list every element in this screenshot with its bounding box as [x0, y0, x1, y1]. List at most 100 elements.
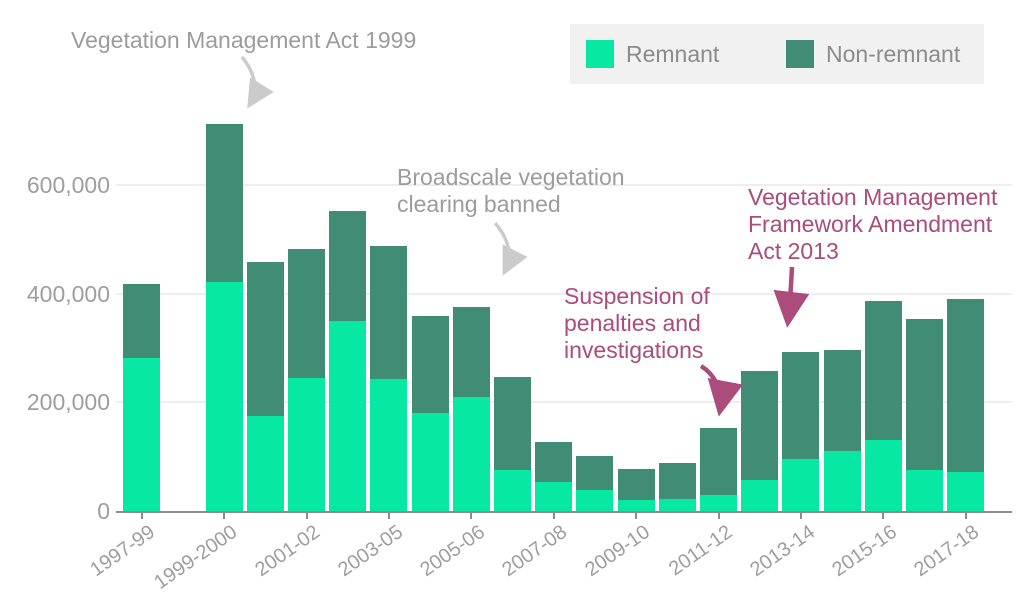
bar-segment-non-remnant [741, 371, 779, 481]
x-tick-label-2007-08: 2007-08 [498, 521, 572, 582]
x-tick-2013-14 [799, 513, 802, 519]
bar-2009-10 [617, 468, 655, 511]
bar-segment-remnant [906, 470, 943, 511]
bar-2002-03 [329, 211, 367, 511]
x-tick-1999-2000 [223, 513, 226, 519]
bar-segment-remnant [535, 481, 573, 511]
x-tick-label-2009-10: 2009-10 [580, 521, 654, 582]
x-tick-label-2001-02: 2001-02 [251, 521, 325, 582]
x-tick-label-2017-18: 2017-18 [910, 521, 984, 582]
bar-2001-02 [288, 248, 325, 511]
bar-segment-remnant [288, 378, 325, 511]
remnant-swatch-icon [586, 40, 614, 68]
bar-segment-non-remnant [782, 351, 820, 459]
bar-segment-remnant [246, 415, 284, 511]
bar-2015-16 [864, 300, 902, 511]
bar-segment-remnant [411, 413, 449, 511]
bar-2012-13 [741, 371, 779, 511]
bar-2011-12 [700, 428, 737, 511]
legend-item-non-remnant: Non-remnant [786, 24, 960, 84]
bar-segment-remnant [617, 499, 655, 511]
arrow-broadscale-icon [493, 221, 528, 276]
non-remnant-swatch-icon [786, 40, 814, 68]
x-tick-label-2013-14: 2013-14 [745, 521, 819, 582]
bar-2005-06 [452, 306, 490, 511]
arrow-vma1999-icon [240, 55, 274, 109]
bar-segment-non-remnant [329, 211, 367, 322]
annotation-vegetation-management-act-1999: Vegetation Management Act 1999 [71, 27, 417, 53]
bar-2007-08 [535, 441, 573, 511]
bar-segment-non-remnant [246, 261, 284, 416]
bar-segment-remnant [452, 396, 490, 511]
x-tick-2015-16 [882, 513, 885, 519]
bar-segment-remnant [658, 499, 696, 511]
x-tick-label-2003-05: 2003-05 [333, 521, 407, 582]
x-tick-label-2011-12: 2011-12 [664, 521, 737, 581]
x-tick-label-1997-99: 1997-99 [86, 521, 160, 582]
bar-segment-non-remnant [864, 300, 902, 441]
bar-1999-2000 [205, 123, 243, 511]
x-tick-label-2015-16: 2015-16 [828, 521, 901, 582]
annotation-suspension-of-penalties: Suspension of penalties and investigatio… [564, 283, 710, 363]
bar-1997-99 [123, 283, 161, 511]
bar-2013-14 [782, 351, 820, 511]
bar-2003-05 [370, 245, 408, 511]
bar-segment-remnant [329, 321, 367, 511]
bar-segment-remnant [576, 490, 614, 511]
bar-segment-non-remnant [658, 463, 696, 500]
x-tick-2001-02 [305, 513, 308, 519]
y-tick-label-200000: 200,000 [26, 389, 110, 416]
x-tick-1997-99 [140, 513, 143, 519]
bar-segment-remnant [700, 494, 737, 511]
bar-segment-remnant [370, 378, 408, 511]
bar-2017-18 [947, 299, 985, 511]
bar-segment-non-remnant [370, 245, 408, 379]
x-tick-2017-18 [964, 513, 967, 519]
bar-2008-09 [576, 455, 614, 511]
gridline-200000 [116, 401, 1012, 404]
bar-segment-non-remnant [823, 350, 861, 452]
bar-segment-non-remnant [205, 123, 243, 283]
x-axis-line [116, 511, 1012, 513]
legend-item-remnant: Remnant [586, 24, 719, 84]
legend-label-remnant: Remnant [626, 40, 720, 67]
bar-2006-07 [494, 377, 531, 511]
bar-segment-remnant [741, 480, 779, 511]
bar-segment-remnant [494, 469, 531, 511]
bar-segment-remnant [782, 458, 820, 511]
annotation-vm-framework-amendment-act-2013: Vegetation Management Framework Amendmen… [748, 184, 998, 264]
bar-2000-01 [246, 261, 284, 511]
x-tick-2003-05 [387, 513, 390, 519]
x-tick-2009-10 [635, 513, 638, 519]
bar-2016-17 [906, 318, 943, 511]
bar-segment-remnant [864, 440, 902, 511]
bar-segment-remnant [823, 451, 861, 511]
bar-2010-11 [658, 463, 696, 511]
annotation-broadscale-clearing-banned: Broadscale vegetation clearing banned [397, 164, 625, 217]
x-tick-2011-12 [717, 513, 720, 519]
y-tick-label-600000: 600,000 [26, 172, 110, 198]
bar-segment-remnant [205, 282, 243, 511]
y-tick-label-0: 0 [97, 498, 110, 524]
bar-segment-non-remnant [617, 468, 655, 500]
bar-segment-remnant [123, 357, 161, 511]
bar-segment-non-remnant [576, 455, 614, 491]
bar-segment-non-remnant [123, 283, 161, 358]
bar-segment-non-remnant [906, 318, 943, 471]
x-tick-label-1999-2000: 1999-2000 [150, 521, 242, 594]
legend: Remnant Non-remnant [570, 24, 984, 84]
x-tick-label-2005-06: 2005-06 [416, 521, 489, 582]
bar-segment-non-remnant [947, 299, 985, 472]
bar-2014-15 [823, 350, 861, 511]
bar-segment-non-remnant [700, 428, 737, 495]
x-tick-2007-08 [552, 513, 555, 519]
gridline-600000 [116, 184, 1012, 186]
bar-segment-non-remnant [494, 377, 531, 470]
gridline-400000 [116, 292, 1012, 295]
bar-segment-non-remnant [535, 441, 573, 482]
x-tick-2005-06 [470, 513, 473, 519]
bar-segment-remnant [947, 471, 985, 511]
arrow-suspension-icon [699, 364, 744, 417]
bar-segment-non-remnant [288, 248, 325, 379]
